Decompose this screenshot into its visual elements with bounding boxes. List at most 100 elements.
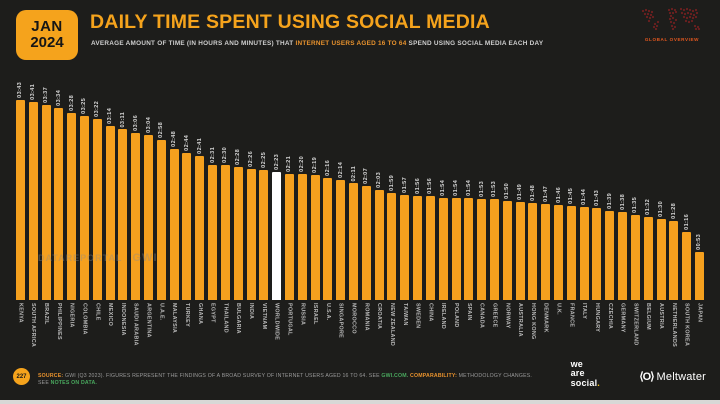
bar — [554, 205, 564, 300]
page-title: DAILY TIME SPENT USING SOCIAL MEDIA — [90, 11, 490, 33]
bar — [297, 174, 307, 300]
bar-column: 03:04 ARGENTINA — [142, 80, 155, 338]
bar — [515, 202, 525, 300]
bar-value-label: 03:04 — [145, 117, 152, 133]
bar-country-label: AUSTRALIA — [517, 303, 524, 337]
footer: 227 SOURCE: GWI (Q3 2023). FIGURES REPRE… — [0, 356, 720, 396]
bar-value-label: 01:16 — [683, 214, 690, 230]
bar-value-label: 02:07 — [363, 168, 370, 184]
page-subtitle: AVERAGE AMOUNT OF TIME (IN HOURS AND MIN… — [91, 40, 543, 47]
bar-value-label: 03:25 — [81, 98, 88, 114]
bar-column: 01:30 AUSTRIA — [655, 80, 668, 329]
bar-column: 02:30 THAILAND — [219, 80, 232, 333]
bar-chart: 03:43 KENYA 03:41 SOUTH AFRICA 03:37 BRAZIL 03… — [14, 80, 706, 347]
bar-value-label: 02:41 — [196, 138, 203, 154]
bar-country-label: AUSTRIA — [658, 303, 665, 330]
bar — [489, 199, 499, 300]
bar-value-label: 01:50 — [504, 183, 511, 199]
bar-country-label: SWITZERLAND — [632, 303, 639, 346]
bar-column: 02:31 EGYPT — [206, 80, 219, 323]
bar-column: 02:16 U.S.A. — [322, 80, 335, 321]
we-are-social-logo: we are social. — [570, 359, 600, 388]
bar-value-label: 02:44 — [183, 135, 190, 151]
bar — [310, 175, 320, 300]
bar-country-label: SPAIN — [465, 303, 472, 321]
bar-country-label: INDIA — [248, 303, 255, 320]
subtitle-highlight: INTERNET USERS AGED 16 TO 64 — [295, 40, 407, 47]
bar-column: 01:16 SOUTH KOREA — [680, 80, 693, 346]
bar-value-label: 01:39 — [606, 193, 613, 209]
bar-column: 01:50 NORWAY — [501, 80, 514, 328]
bar-value-label: 02:31 — [209, 147, 216, 163]
bar — [79, 116, 89, 300]
bar-country-label: THAILAND — [222, 303, 229, 333]
bar-country-label: RUSSIA — [299, 303, 306, 326]
bar-country-label: DENMARK — [542, 303, 549, 333]
meltwater-logo-name: Meltwater — [656, 370, 706, 383]
bar — [477, 199, 487, 300]
bar-column: 03:34 PHILIPPINES — [52, 80, 65, 340]
bar — [131, 133, 141, 300]
bar-country-label: NIGERIA — [68, 303, 75, 328]
bar — [464, 198, 474, 300]
bar-value-label: 02:23 — [273, 154, 280, 170]
bar-column: 03:11 INDONESIA — [117, 80, 130, 336]
bar — [182, 153, 192, 300]
bar-value-label: 01:47 — [542, 186, 549, 202]
bar-country-label: PORTUGAL — [286, 303, 293, 336]
bar-column: 01:32 BELGIUM — [642, 80, 655, 330]
bar-country-label: CROATIA — [376, 303, 383, 330]
bar-country-label: SINGAPORE — [337, 303, 344, 339]
bar — [579, 207, 589, 300]
bar — [220, 165, 230, 300]
source-text: GWI (Q3 2023). FIGURES REPRESENT THE FIN… — [63, 373, 382, 379]
bar-country-label: MALAYSIA — [171, 303, 178, 334]
bar — [323, 178, 333, 300]
bar-column: 01:28 NETHERLANDS — [667, 80, 680, 347]
bar-country-label: NEW ZEALAND — [388, 303, 395, 347]
bar-value-label: 02:20 — [299, 156, 306, 172]
bar-column: 02:26 INDIA — [245, 80, 258, 319]
bar — [15, 100, 25, 300]
bar-country-label: EGYPT — [209, 303, 216, 323]
bar-column: 01:38 GERMANY — [616, 80, 629, 333]
bar-country-label: FRANCE — [568, 303, 575, 328]
bar-value-label: 01:35 — [632, 197, 639, 213]
bar — [259, 170, 269, 300]
bar-country-label: BELGIUM — [645, 303, 652, 330]
bar-value-label: 02:03 — [376, 172, 383, 188]
source-note: SOURCE: GWI (Q3 2023). FIGURES REPRESENT… — [38, 373, 535, 388]
watermark-brand: DATAREPORTAL — [38, 253, 123, 263]
bar-value-label: 03:06 — [132, 115, 139, 131]
bar-country-label: MEXICO — [107, 303, 114, 327]
bar-country-label: SOUTH KOREA — [683, 303, 690, 347]
bar-value-label: 03:41 — [30, 84, 37, 100]
bar-country-label: U.S.A. — [324, 303, 331, 321]
we-are-social-logo-line2: are — [570, 368, 585, 379]
bar-column: 01:35 SWITZERLAND — [629, 80, 642, 346]
bar-value-label: 01:56 — [414, 178, 421, 194]
date-badge-month: JAN — [31, 18, 63, 36]
bar-value-label: 02:58 — [158, 122, 165, 138]
bar — [502, 201, 512, 300]
bar-country-label: ISRAEL — [312, 303, 319, 325]
bar-country-label: BULGARIA — [235, 303, 242, 334]
bar-country-label: SOUTH AFRICA — [30, 303, 37, 348]
we-are-social-logo-line3: social. — [571, 378, 600, 388]
subtitle-post: SPEND USING SOCIAL MEDIA EACH DAY — [406, 40, 544, 47]
bar-column: 02:28 BULGARIA — [232, 80, 245, 334]
bar-country-label: ITALY — [581, 303, 588, 320]
bar-column: 01:56 CHINA — [424, 80, 437, 322]
bar-country-label: CZECHIA — [606, 303, 613, 330]
bar-column: 02:07 ROMANIA — [360, 80, 373, 331]
bar-country-label: WORLDWIDE — [273, 303, 280, 341]
bar-value-label: 01:49 — [517, 184, 524, 200]
bar-column: 02:19 ISRAEL — [309, 80, 322, 325]
bar-value-label: 02:14 — [337, 162, 344, 178]
bar-column: 03:28 NIGERIA — [65, 80, 78, 328]
bar-value-label: 01:45 — [568, 188, 575, 204]
bar-value-label: 02:48 — [171, 131, 178, 147]
bar-value-label: 02:19 — [312, 157, 319, 173]
bar — [374, 190, 384, 300]
bar-column: 01:47 DENMARK — [539, 80, 552, 333]
